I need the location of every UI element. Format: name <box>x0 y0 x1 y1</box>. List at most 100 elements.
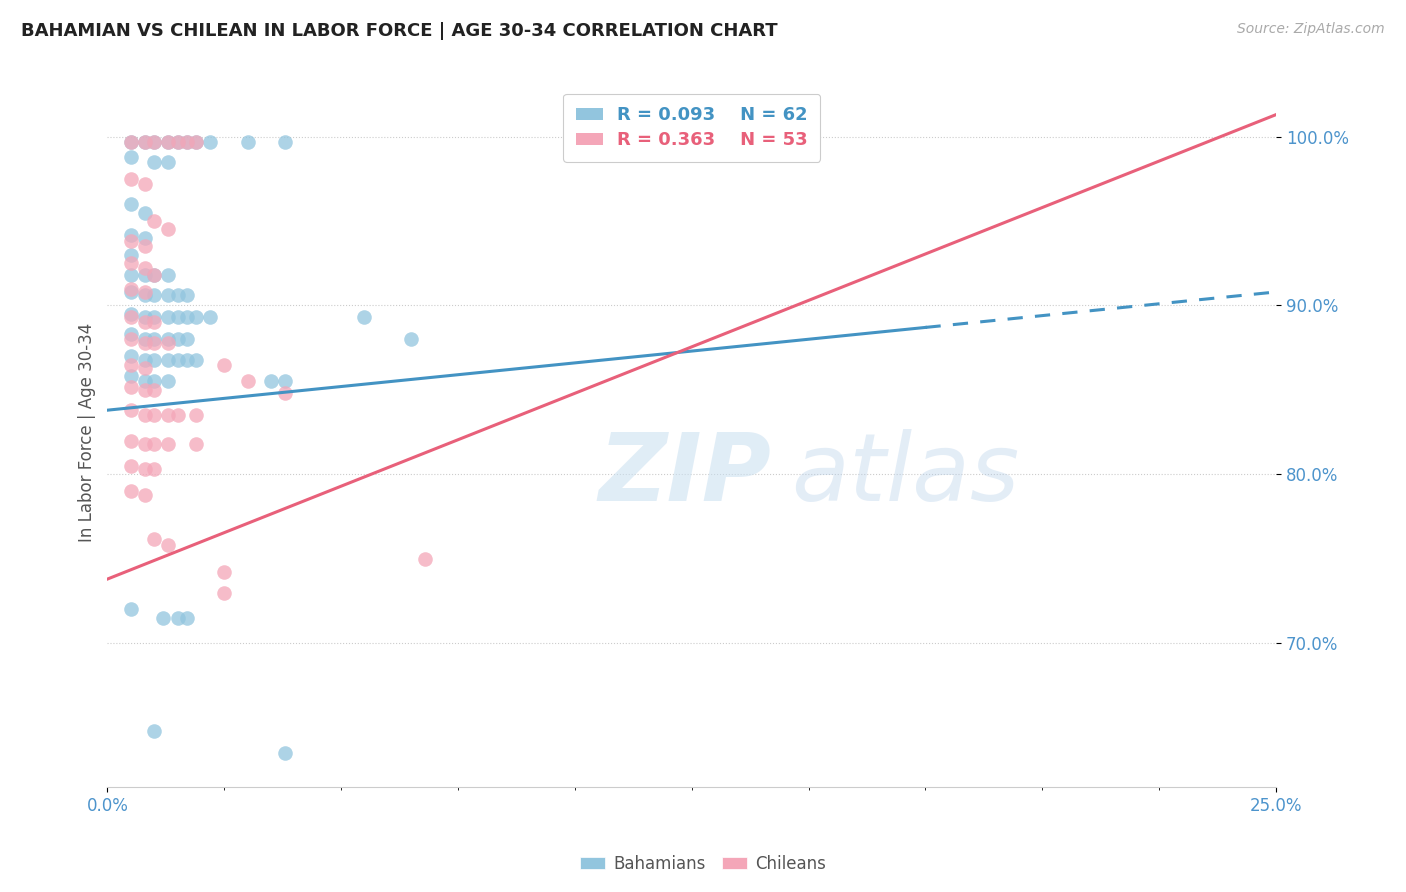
Point <box>157 268 180 282</box>
Point <box>134 409 156 423</box>
Point <box>157 222 180 236</box>
Point <box>152 611 174 625</box>
Point <box>134 261 156 276</box>
Point <box>134 488 156 502</box>
Point <box>176 332 198 346</box>
Legend: Bahamians, Chileans: Bahamians, Chileans <box>574 848 832 880</box>
Text: Source: ZipAtlas.com: Source: ZipAtlas.com <box>1237 22 1385 37</box>
Point <box>186 352 208 367</box>
Point <box>134 361 156 376</box>
Point <box>134 205 156 219</box>
Point <box>157 352 180 367</box>
Point <box>143 288 166 302</box>
Point <box>134 332 156 346</box>
Point <box>157 409 180 423</box>
Point <box>143 383 166 397</box>
Point <box>274 135 297 149</box>
Point <box>176 611 198 625</box>
Point <box>176 352 198 367</box>
Point <box>353 310 375 325</box>
Point <box>143 532 166 546</box>
Point <box>120 256 142 270</box>
Point <box>120 403 142 417</box>
Point <box>166 135 188 149</box>
Point <box>157 375 180 389</box>
Point <box>157 437 180 451</box>
Point <box>120 135 142 149</box>
Point <box>200 310 222 325</box>
Point <box>134 315 156 329</box>
Point <box>143 268 166 282</box>
Point <box>120 227 142 242</box>
Point <box>157 154 180 169</box>
Point <box>176 135 198 149</box>
Point <box>143 135 166 149</box>
Y-axis label: In Labor Force | Age 30-34: In Labor Force | Age 30-34 <box>79 323 96 541</box>
Point <box>143 315 166 329</box>
Point <box>134 285 156 299</box>
Point <box>120 327 142 342</box>
Point <box>157 332 180 346</box>
Point <box>120 197 142 211</box>
Point <box>399 332 422 346</box>
Point <box>134 135 156 149</box>
Point <box>120 268 142 282</box>
Point <box>120 358 142 372</box>
Point <box>143 335 166 350</box>
Point <box>134 335 156 350</box>
Point <box>143 724 166 739</box>
Point <box>143 310 166 325</box>
Point <box>157 310 180 325</box>
Point <box>143 462 166 476</box>
Point <box>120 135 142 149</box>
Point <box>120 484 142 499</box>
Point <box>120 282 142 296</box>
Point <box>176 288 198 302</box>
Point <box>120 349 142 363</box>
Point <box>120 458 142 473</box>
Point <box>143 268 166 282</box>
Point <box>186 409 208 423</box>
Point <box>186 135 208 149</box>
Point <box>134 239 156 253</box>
Point <box>166 611 188 625</box>
Point <box>143 214 166 228</box>
Point <box>120 332 142 346</box>
Text: ZIP: ZIP <box>598 429 770 521</box>
Point <box>157 538 180 552</box>
Point <box>143 332 166 346</box>
Point <box>186 310 208 325</box>
Point <box>157 288 180 302</box>
Text: atlas: atlas <box>792 429 1019 520</box>
Point <box>120 171 142 186</box>
Point <box>134 288 156 302</box>
Point <box>120 234 142 248</box>
Point <box>166 332 188 346</box>
Point <box>120 379 142 393</box>
Point <box>143 135 166 149</box>
Point <box>274 386 297 401</box>
Point <box>143 352 166 367</box>
Point <box>143 409 166 423</box>
Point <box>413 551 436 566</box>
Point <box>166 310 188 325</box>
Point <box>166 135 188 149</box>
Point <box>166 409 188 423</box>
Point <box>274 375 297 389</box>
Point <box>166 288 188 302</box>
Point <box>120 369 142 384</box>
Point <box>143 375 166 389</box>
Point <box>212 566 235 580</box>
Point <box>186 135 208 149</box>
Legend: R = 0.093    N = 62, R = 0.363    N = 53: R = 0.093 N = 62, R = 0.363 N = 53 <box>562 94 821 162</box>
Text: BAHAMIAN VS CHILEAN IN LABOR FORCE | AGE 30-34 CORRELATION CHART: BAHAMIAN VS CHILEAN IN LABOR FORCE | AGE… <box>21 22 778 40</box>
Point <box>157 335 180 350</box>
Point <box>134 268 156 282</box>
Point <box>200 135 222 149</box>
Point <box>134 375 156 389</box>
Point <box>212 358 235 372</box>
Point <box>120 434 142 448</box>
Point <box>120 150 142 164</box>
Point <box>143 154 166 169</box>
Point <box>166 352 188 367</box>
